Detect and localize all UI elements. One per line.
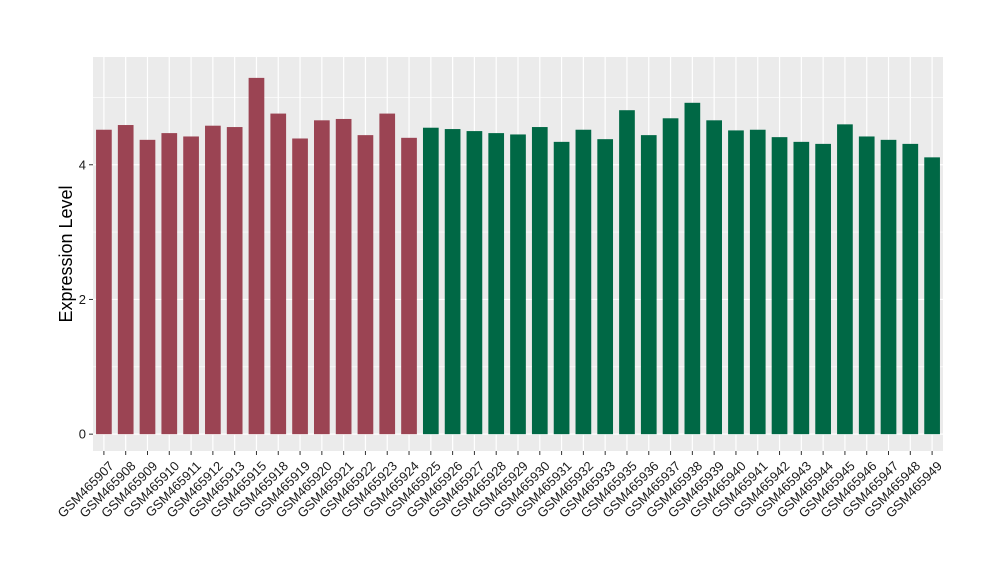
bar-GSM465922	[357, 135, 374, 435]
bar-GSM465928	[488, 133, 505, 435]
bar-GSM465939	[706, 120, 722, 435]
y-axis-title: Expression Level	[56, 185, 76, 322]
bar-GSM465913	[226, 127, 243, 435]
bar-GSM465910	[161, 133, 178, 435]
bar-GSM465919	[292, 138, 308, 435]
bar-GSM465907	[96, 129, 112, 435]
bar-GSM465931	[553, 141, 570, 435]
y-tick-label: 2	[79, 292, 86, 307]
bar-GSM465933	[597, 139, 614, 435]
bar-GSM465908	[117, 125, 134, 435]
bar-GSM465921	[335, 118, 352, 435]
bar-GSM465924	[401, 137, 417, 435]
bar-GSM465938	[684, 102, 701, 435]
bar-GSM465946	[858, 136, 875, 435]
bar-GSM465915	[248, 77, 265, 435]
bar-GSM465935	[619, 110, 635, 435]
bar-GSM465926	[444, 129, 461, 435]
bar-GSM465923	[379, 113, 396, 435]
bar-GSM465940	[728, 130, 744, 435]
bar-GSM465925	[422, 127, 439, 435]
bar-GSM465945	[837, 124, 853, 435]
bar-GSM465932	[575, 129, 592, 435]
bar-GSM465912	[205, 125, 221, 435]
bar-GSM465941	[749, 129, 766, 435]
bar-GSM465936	[640, 135, 657, 435]
bar-GSM465929	[510, 134, 526, 435]
bar-GSM465918	[270, 113, 287, 435]
bar-GSM465937	[662, 118, 679, 435]
x-axis: GSM465907GSM465908GSM465909GSM465910GSM4…	[55, 451, 945, 521]
bar-GSM465947	[880, 139, 897, 435]
y-tick-label: 4	[79, 157, 86, 172]
y-tick-label: 0	[79, 427, 86, 442]
bar-GSM465920	[314, 120, 330, 435]
bar-GSM465942	[771, 137, 788, 435]
bars	[96, 77, 940, 435]
bar-GSM465948	[902, 143, 919, 435]
bar-GSM465930	[531, 127, 548, 435]
y-axis: 0 2 4	[79, 157, 93, 442]
bar-GSM465909	[139, 139, 156, 435]
bar-GSM465944	[815, 143, 831, 435]
bar-GSM465943	[793, 141, 810, 435]
bar-GSM465927	[466, 131, 483, 435]
bar-GSM465911	[183, 136, 199, 435]
bar-GSM465949	[924, 157, 940, 435]
